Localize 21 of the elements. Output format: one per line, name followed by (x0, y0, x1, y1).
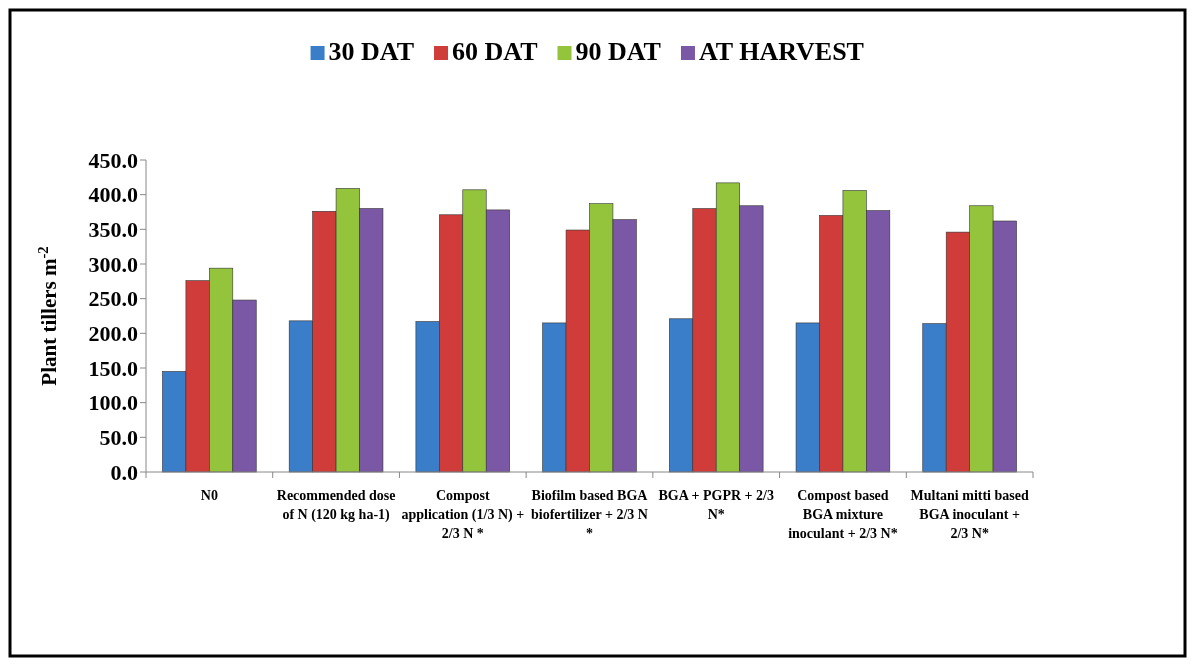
x-tick-label: BGA + PGPR + 2/3 N* (658, 488, 774, 522)
y-tick-label: 350.0 (88, 217, 138, 243)
legend-label: AT HARVEST (698, 37, 864, 66)
legend-label: 90 DAT (575, 37, 661, 66)
x-tick-label: N0 (200, 488, 218, 503)
y-tick-label: 50.0 (99, 425, 138, 451)
y-tick-label: 100.0 (88, 390, 138, 416)
y-tick-label: 400.0 (88, 182, 138, 208)
y-tick-label: 200.0 (88, 321, 138, 347)
legend-label: 60 DAT (452, 37, 538, 66)
y-tick-label: 450.0 (88, 147, 138, 173)
y-tick-label: 300.0 (88, 251, 138, 277)
x-tick-label: Biofilm based BGA biofertilizer + 2/3 N * (531, 488, 649, 541)
x-tick-label: Recommended dose of N (120 kg ha-1) (276, 488, 396, 523)
x-tick-label: Multani mitti based BGA inoculant + 2/3 N* (910, 488, 1029, 541)
y-tick-label: 250.0 (88, 286, 138, 312)
legend-label: 30 DAT (328, 37, 415, 66)
x-tick-label: Compost based BGA mixture inoculant + 2/3 N* (788, 488, 898, 541)
y-tick-label: 0.0 (110, 459, 138, 485)
x-tick-label: Compost application (1/3 N) + 2/3 N * (401, 488, 525, 541)
y-tick-label: 150.0 (88, 355, 138, 381)
